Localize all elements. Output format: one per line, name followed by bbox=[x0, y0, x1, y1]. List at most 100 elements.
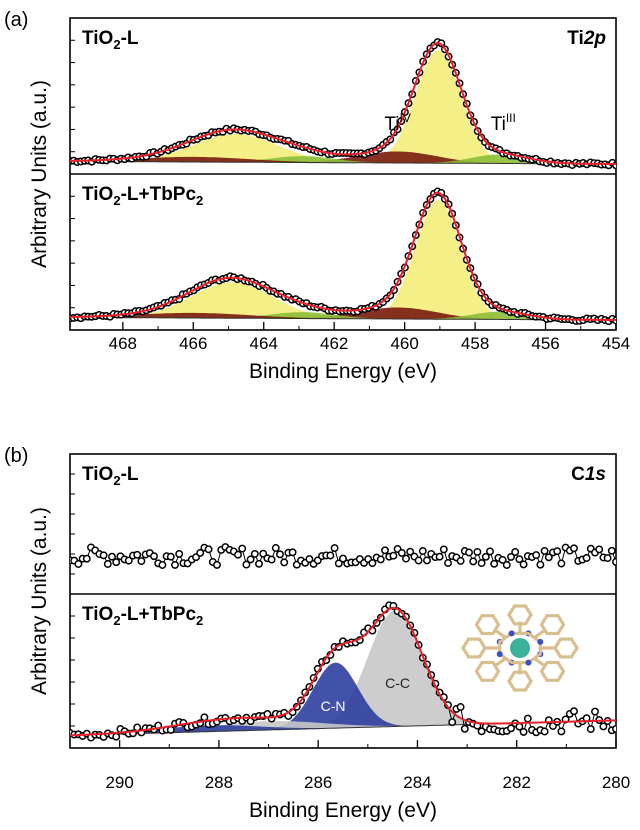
x-tick-label: 284 bbox=[403, 773, 431, 792]
data-point bbox=[553, 547, 562, 556]
benzo-ring bbox=[507, 670, 533, 692]
data-point bbox=[435, 552, 444, 561]
data-point bbox=[376, 555, 385, 564]
data-point bbox=[103, 560, 112, 568]
data-point bbox=[305, 555, 314, 564]
peak-label: TiIII bbox=[491, 111, 516, 135]
x-tick-label: 286 bbox=[304, 773, 332, 792]
panel-a-ylabel: Arbitrary Units (a.u.) bbox=[28, 80, 51, 268]
data-point bbox=[477, 559, 486, 568]
x-tick-label: 454 bbox=[602, 334, 630, 353]
x-tick-label: 290 bbox=[105, 773, 133, 792]
sample-label: TiO2-L bbox=[82, 28, 139, 52]
x-tick-label: 456 bbox=[531, 334, 559, 353]
component-ti-2p3-2-iii- bbox=[70, 311, 616, 320]
data-point bbox=[276, 550, 284, 559]
benzo-ring bbox=[539, 660, 566, 682]
data-point bbox=[607, 546, 616, 555]
sample-label: TiO2-L+TbPc2 bbox=[82, 184, 203, 208]
panel-a-tag: (a) bbox=[4, 9, 28, 31]
data-point bbox=[591, 707, 599, 716]
data-point bbox=[612, 557, 616, 566]
data-point bbox=[397, 548, 406, 557]
nitrogen-atom bbox=[525, 659, 532, 666]
x-tick-label: 458 bbox=[461, 334, 489, 353]
data-point bbox=[481, 552, 490, 561]
data-point bbox=[250, 549, 259, 558]
panel-a-xlabel: Binding Energy (eV) bbox=[249, 360, 437, 383]
peak-label: TiIV bbox=[384, 111, 410, 135]
data-point bbox=[486, 547, 494, 556]
data-point bbox=[196, 548, 205, 557]
data-point bbox=[267, 555, 276, 564]
component-ti-2p3-2-iv- bbox=[70, 50, 616, 164]
data-point bbox=[339, 554, 347, 563]
tbpc2-molecule-illustration bbox=[461, 604, 579, 692]
data-point bbox=[498, 555, 507, 564]
nitrogen-atom bbox=[496, 651, 503, 658]
region-label: C1s bbox=[571, 464, 606, 485]
component-label: C-C bbox=[385, 675, 410, 691]
data-point bbox=[465, 548, 473, 557]
terbium-atom bbox=[510, 638, 530, 658]
data-point bbox=[540, 727, 549, 736]
fit-envelope bbox=[70, 606, 616, 737]
benzo-ring bbox=[474, 614, 501, 636]
x-tick-label: 462 bbox=[320, 334, 348, 353]
subpanel-1-0 bbox=[70, 543, 616, 569]
molecule-bond bbox=[493, 627, 507, 639]
data-point bbox=[456, 703, 465, 711]
data-point bbox=[544, 553, 553, 562]
data-point bbox=[330, 544, 339, 553]
data-trace bbox=[70, 41, 616, 166]
data-point bbox=[519, 727, 528, 736]
data-point bbox=[271, 544, 280, 552]
component-ti-2p3-2-iv- bbox=[70, 200, 616, 320]
data-point bbox=[414, 556, 423, 565]
data-point bbox=[406, 547, 415, 556]
x-tick-label: 466 bbox=[179, 334, 207, 353]
data-point bbox=[112, 732, 121, 741]
data-point bbox=[599, 722, 608, 731]
data-point bbox=[204, 545, 213, 554]
nitrogen-atom bbox=[537, 638, 544, 645]
data-point bbox=[175, 549, 184, 558]
baseline-line bbox=[70, 160, 616, 165]
panel-b-ylabel: Arbitrary Units (a.u.) bbox=[28, 507, 51, 695]
data-point bbox=[288, 548, 297, 557]
panel-b-xlabel: Binding Energy (eV) bbox=[249, 799, 437, 822]
molecule-bond bbox=[533, 657, 547, 669]
data-point bbox=[586, 725, 595, 734]
data-point bbox=[557, 559, 566, 568]
data-point bbox=[595, 545, 604, 554]
data-point bbox=[507, 552, 515, 561]
data-point bbox=[171, 560, 179, 569]
data-point bbox=[423, 556, 431, 565]
data-point bbox=[515, 555, 524, 564]
data-point bbox=[523, 714, 532, 723]
molecule-bond bbox=[533, 627, 547, 639]
data-point bbox=[557, 727, 566, 736]
data-point bbox=[511, 548, 520, 556]
data-point bbox=[389, 551, 398, 560]
x-tick-label: 282 bbox=[503, 773, 531, 792]
data-point bbox=[326, 551, 335, 560]
data-point bbox=[540, 546, 549, 555]
data-point bbox=[507, 724, 515, 733]
fit-envelope bbox=[70, 41, 616, 165]
data-point bbox=[166, 552, 175, 561]
data-point bbox=[334, 559, 343, 568]
sample-label: TiO2-L+TbPc2 bbox=[82, 604, 203, 628]
benzo-ring bbox=[474, 660, 501, 682]
data-point bbox=[112, 558, 121, 567]
molecule-bond bbox=[493, 657, 507, 669]
data-point bbox=[213, 560, 221, 569]
data-point bbox=[242, 560, 251, 569]
data-point bbox=[99, 551, 108, 560]
data-point bbox=[381, 546, 389, 555]
x-tick-label: 280 bbox=[602, 773, 630, 792]
data-point bbox=[137, 557, 146, 566]
data-point bbox=[582, 554, 591, 562]
region-label: Ti2p bbox=[567, 28, 606, 49]
